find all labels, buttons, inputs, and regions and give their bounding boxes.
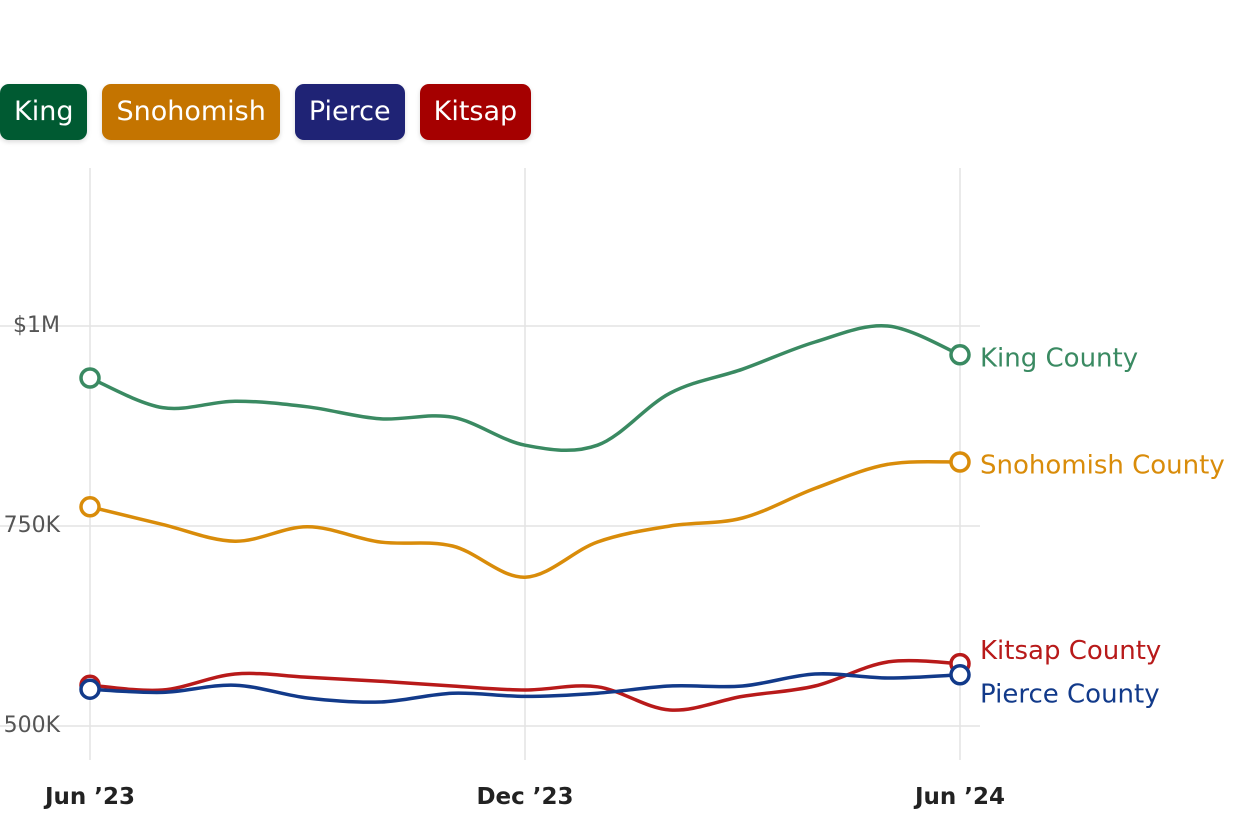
pierce-county-end-point [949,664,971,686]
snohomish-county-end-point [949,451,971,473]
x-tick-label: Dec ’23 [476,784,573,810]
snohomish-button[interactable]: Snohomish [102,84,280,140]
king-county-label: King County [980,343,1138,373]
x-tick-label: Jun ’23 [43,784,135,810]
y-tick-label: $1M [13,313,60,338]
county-filter-buttons: King Snohomish Pierce Kitsap [0,84,532,140]
snohomish-county-line [88,459,962,579]
snohomish-county-label: Snohomish County [980,451,1225,481]
pierce-button[interactable]: Pierce [294,84,405,140]
pierce-county-line [88,672,962,704]
y-tick-label: 750K [4,513,61,538]
kitsap-county-line [88,658,962,712]
pierce-county-label: Pierce County [980,679,1160,709]
gridlines [0,168,980,760]
king-county-line [88,324,962,453]
series-lines [79,324,971,712]
x-tick-label: Jun ’24 [913,784,1005,810]
king-county-start-point [79,367,101,389]
series-end-labels: King County Snohomish County Kitsap County… [980,343,1225,709]
y-axis-ticks: 500K 750K $1M [4,313,61,738]
y-tick-label: 500K [4,713,61,738]
x-axis-ticks: Jun ’23 Dec ’23 Jun ’24 [43,784,1005,810]
snohomish-county-start-point [79,496,101,518]
king-county-end-point [949,344,971,366]
kitsap-county-label: Kitsap County [980,636,1161,666]
pierce-county-start-point [79,678,101,700]
kitsap-button[interactable]: Kitsap [419,84,532,140]
king-button[interactable]: King [0,84,88,140]
